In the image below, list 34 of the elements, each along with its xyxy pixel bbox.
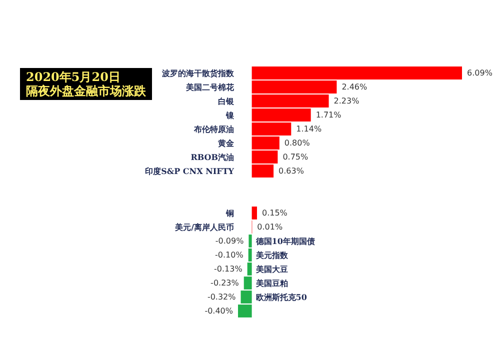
data-label: -0.23%	[210, 278, 240, 288]
data-label: 0.01%	[257, 222, 283, 232]
y-tick-label: 布伦特原油	[193, 124, 234, 134]
data-label: 2.23%	[334, 96, 360, 106]
data-label: 1.71%	[316, 110, 342, 120]
y-tick-label: 黄金	[217, 138, 235, 148]
bar	[252, 206, 257, 220]
y-tick-label: 德国10年期国债	[254, 236, 315, 246]
data-label: 2.46%	[342, 82, 368, 92]
data-label: 0.63%	[278, 166, 304, 176]
y-tick-label: 镍	[225, 110, 235, 120]
data-label: -0.10%	[215, 250, 244, 260]
y-tick-label: 美国豆粕	[254, 278, 288, 288]
y-tick-label: 波罗的海干散货指数	[161, 68, 235, 78]
data-label: -0.13%	[214, 264, 243, 274]
y-tick-label: RBOB汽油	[190, 152, 234, 162]
data-label: 1.14%	[296, 124, 322, 134]
y-tick-label: 美元/离岸人民币	[174, 222, 234, 232]
text: 隔夜外盘金融市场涨跌	[26, 84, 147, 98]
data-label: -0.32%	[207, 292, 236, 302]
data-label: 0.15%	[262, 208, 288, 218]
y-tick-label: 欧洲斯托克50	[256, 292, 308, 302]
y-tick-label: 美元指数	[254, 250, 289, 260]
y-tick-label: 印度S&P CNX NIFTY	[145, 166, 234, 176]
data-label: 6.09%	[467, 68, 493, 78]
data-label: -0.40%	[204, 306, 234, 316]
y-tick-label: 铜	[225, 208, 234, 218]
data-label: 0.80%	[284, 138, 310, 148]
data-label: 0.75%	[282, 152, 309, 162]
data-label: -0.09%	[215, 236, 244, 246]
y-tick-label: 美国二号棉花	[185, 82, 235, 92]
y-tick-label: 白银	[218, 96, 235, 106]
text: 2020年5月20日	[26, 70, 120, 84]
y-tick-label: 美国大豆	[254, 264, 288, 274]
